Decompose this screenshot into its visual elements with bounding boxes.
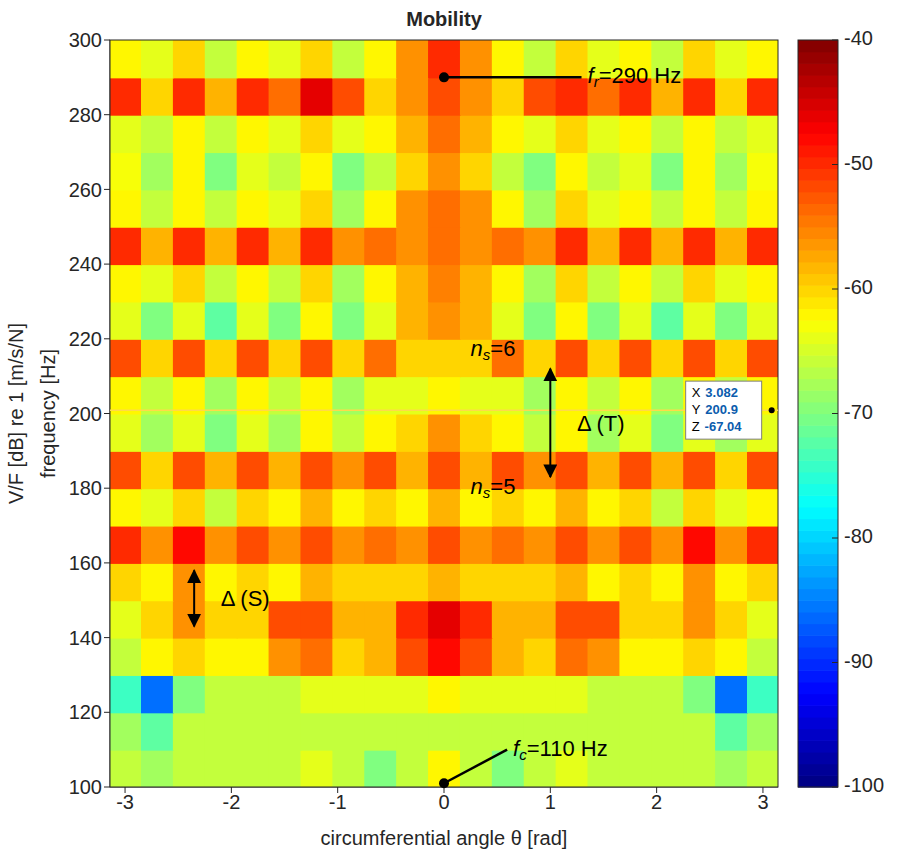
svg-text:-50: -50 — [844, 152, 873, 174]
svg-text:300: 300 — [69, 29, 102, 51]
svg-text:-40: -40 — [844, 27, 873, 49]
svg-text:-80: -80 — [844, 525, 873, 547]
svg-text:180: 180 — [69, 477, 102, 499]
svg-text:2: 2 — [651, 791, 662, 813]
svg-text:220: 220 — [69, 328, 102, 350]
svg-text:fr=290 Hz: fr=290 Hz — [588, 63, 682, 90]
svg-text:-60: -60 — [844, 276, 873, 298]
svg-text:Δ (S): Δ (S) — [221, 586, 270, 611]
svg-text:fc=110 Hz: fc=110 Hz — [513, 735, 608, 762]
svg-text:0: 0 — [438, 791, 449, 813]
svg-text:circumferential angle θ [rad]: circumferential angle θ [rad] — [321, 827, 568, 849]
svg-text:160: 160 — [69, 552, 102, 574]
svg-text:-70: -70 — [844, 401, 873, 423]
svg-text:280: 280 — [69, 104, 102, 126]
svg-text:Δ (T): Δ (T) — [577, 411, 625, 436]
svg-text:-3: -3 — [116, 791, 134, 813]
svg-text:120: 120 — [69, 701, 102, 723]
svg-text:Mobility: Mobility — [406, 8, 482, 30]
svg-text:240: 240 — [69, 253, 102, 275]
svg-text:ns=5: ns=5 — [471, 474, 516, 501]
svg-text:V/F [dB] re 1 [m/s/N]: V/F [dB] re 1 [m/s/N] — [5, 323, 27, 504]
svg-text:X3.082: X3.082 — [692, 385, 738, 400]
svg-text:Y200.9: Y200.9 — [692, 402, 738, 417]
svg-text:1: 1 — [545, 791, 556, 813]
svg-text:260: 260 — [69, 179, 102, 201]
svg-text:200: 200 — [69, 403, 102, 425]
svg-text:-1: -1 — [329, 791, 347, 813]
svg-text:-100: -100 — [844, 774, 884, 796]
svg-text:Z-67.04: Z-67.04 — [692, 419, 743, 434]
svg-text:3: 3 — [757, 791, 768, 813]
svg-text:140: 140 — [69, 627, 102, 649]
svg-text:-90: -90 — [844, 650, 873, 672]
svg-text:frequency [Hz]: frequency [Hz] — [37, 349, 59, 478]
svg-text:-2: -2 — [222, 791, 240, 813]
svg-text:100: 100 — [69, 776, 102, 798]
svg-text:ns=6: ns=6 — [471, 336, 516, 363]
